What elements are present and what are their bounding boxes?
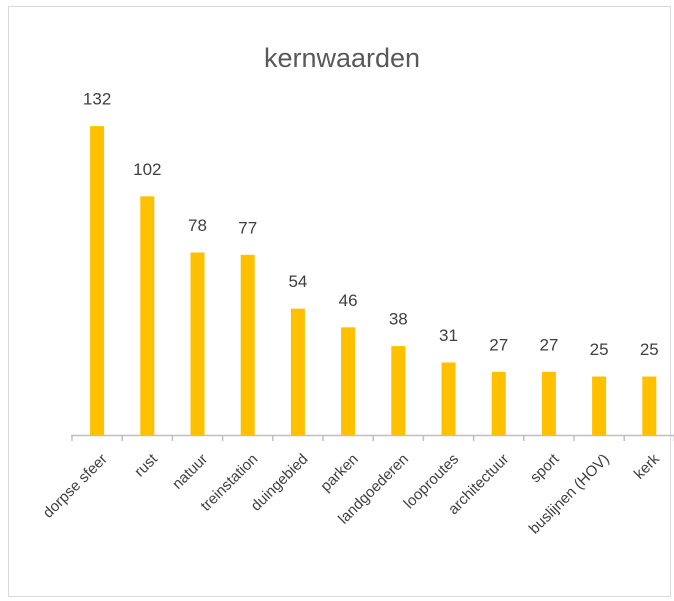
data-label: 77 (238, 218, 257, 237)
data-label: 102 (133, 160, 161, 179)
bar (391, 346, 406, 435)
bar (240, 254, 255, 435)
data-label: 25 (640, 340, 659, 359)
data-label: 46 (339, 291, 358, 310)
bar (541, 371, 556, 435)
bar (341, 327, 356, 435)
data-label: 54 (288, 272, 307, 291)
data-label: 27 (489, 335, 508, 354)
data-label: 78 (188, 216, 207, 235)
data-label: 132 (83, 90, 111, 109)
data-label: 38 (389, 310, 408, 329)
bar (190, 252, 205, 435)
chart-frame (8, 6, 671, 597)
bar (642, 376, 657, 435)
data-label: 25 (590, 340, 609, 359)
data-label: 31 (439, 326, 458, 345)
chart-title: kernwaarden (264, 43, 420, 73)
bar (491, 371, 506, 435)
bar (290, 308, 305, 435)
bar (441, 362, 456, 435)
bar (140, 196, 155, 435)
bar (592, 376, 607, 435)
data-label: 27 (539, 335, 558, 354)
bar (90, 126, 105, 436)
